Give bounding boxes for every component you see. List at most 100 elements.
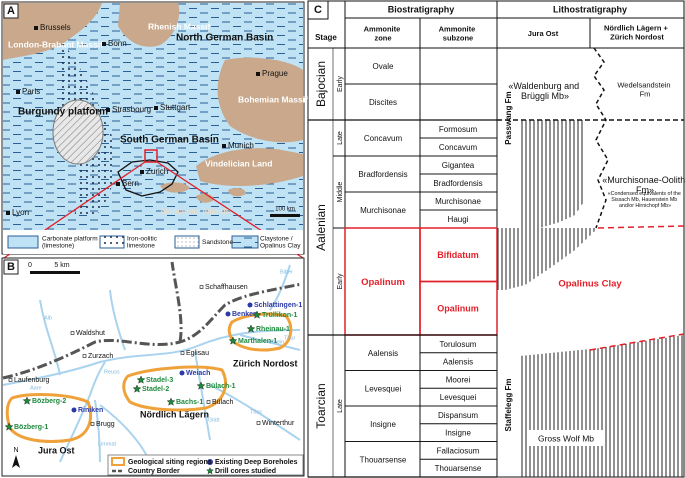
drill-core-marker xyxy=(228,336,238,345)
river-label: Thur xyxy=(284,335,295,341)
place-label: North German Basin xyxy=(176,33,273,44)
town-marker xyxy=(70,331,75,335)
place-label: Bohemian Massif xyxy=(238,94,308,104)
river-label: Alb xyxy=(44,315,52,321)
town-marker xyxy=(199,285,204,289)
subzone-label: Bradfordensis xyxy=(433,179,482,188)
subzone-label: Opalinum xyxy=(437,304,479,314)
legend-label: Drill cores studied xyxy=(215,468,276,475)
place-label: Rhenish Massif xyxy=(148,21,211,31)
place-label: Prague xyxy=(262,69,288,78)
litho-label: Passwang Fm xyxy=(504,91,513,144)
zone-label: Levesquei xyxy=(365,384,402,393)
town-marker xyxy=(206,400,211,404)
zone-label: Ovale xyxy=(373,62,394,71)
city-marker xyxy=(222,144,226,148)
place-label: Zurzach xyxy=(88,353,113,360)
city-marker xyxy=(154,106,158,110)
borehole-marker xyxy=(179,370,185,376)
stage-label: Bajocian xyxy=(314,61,328,107)
panel-b-map xyxy=(1,257,305,477)
zone-label: Concavum xyxy=(364,134,403,143)
place-label: Bachs-1 xyxy=(176,399,203,406)
place-label: Riniken xyxy=(78,407,103,414)
stage-label: Toarcian xyxy=(314,383,328,428)
subzone-label: Levesquei xyxy=(440,393,477,402)
legend-label: Geological siting regions xyxy=(128,459,212,466)
subzone-label: Gigantea xyxy=(442,161,475,170)
zone-label: Thouarsense xyxy=(360,455,407,464)
place-label: Marthalen-1 xyxy=(238,338,277,345)
place-label: Zurich xyxy=(146,167,168,176)
zone-label: Opalinum xyxy=(361,277,405,288)
legend-label: Country Border xyxy=(128,468,180,475)
subzone-label: Fallaciosum xyxy=(437,446,480,455)
zone-label: Discites xyxy=(369,98,397,107)
drill-core-marker xyxy=(136,375,146,384)
litho-label: Staffelegg Fm xyxy=(504,379,513,432)
place-label: Eglisau xyxy=(186,350,209,357)
column-header: Ammonite zone xyxy=(364,25,403,43)
substage-label: Early xyxy=(337,76,344,92)
drill-core-marker xyxy=(4,422,14,431)
place-label: Schaffhausen xyxy=(205,284,248,291)
legend-label: Carbonate platform (limestone) xyxy=(42,235,99,249)
litho-label: Opalinus Clay xyxy=(558,279,622,290)
zone-label: Insigne xyxy=(370,420,396,429)
place-label: Schlattingen-1 xyxy=(254,302,302,309)
substage-label: Early xyxy=(337,273,344,289)
place-label: Strasbourg xyxy=(112,105,151,114)
column-header: Jura Ost xyxy=(528,29,559,38)
drill-core-marker xyxy=(252,310,262,319)
zone-label: Murchisonae xyxy=(360,206,406,215)
town-marker xyxy=(82,354,87,358)
legend-label: Claystone / Opalinus Clay xyxy=(260,235,301,249)
river-label: Glatt xyxy=(208,417,220,423)
subzone-label: Haugi xyxy=(448,215,469,224)
city-marker xyxy=(106,108,110,112)
drill-core-marker xyxy=(246,324,256,333)
river-label: Reuss xyxy=(104,369,120,375)
city-marker xyxy=(116,182,120,186)
subzone-label: Murchisonae xyxy=(435,197,481,206)
place-label: Bülach xyxy=(212,399,234,406)
town-marker xyxy=(256,421,261,425)
city-marker xyxy=(16,90,20,94)
place-label: London-Brabant Massif xyxy=(8,39,103,49)
subzone-label: Thouarsense xyxy=(435,464,482,473)
place-label: Nördlich Lägern xyxy=(140,409,209,419)
city-marker xyxy=(140,170,144,174)
place-label: Trüllikon-1 xyxy=(262,312,298,319)
place-label: Benken xyxy=(232,311,257,318)
place-label: Jura Ost xyxy=(38,445,75,455)
place-label: Winterthur xyxy=(262,420,295,427)
litho-label: Wedelsandstein Fm xyxy=(617,81,672,99)
column-header: Ammonite subzone xyxy=(439,25,478,43)
town-marker xyxy=(90,422,95,426)
place-label: Munich xyxy=(228,141,254,150)
drill-core-marker xyxy=(132,384,142,393)
panel-c-table xyxy=(307,0,685,478)
river-label: Rhein xyxy=(270,339,284,345)
subzone-label: Aalensis xyxy=(443,358,473,367)
drill-core-marker xyxy=(166,397,176,406)
legend-star xyxy=(206,466,214,475)
city-marker xyxy=(6,211,10,215)
city-marker xyxy=(256,72,260,76)
legend-label: Existing Deep Boreholes xyxy=(215,459,298,466)
place-label: Bözberg-1 xyxy=(14,424,48,431)
place-label: Paris xyxy=(22,87,40,96)
town-marker xyxy=(8,378,13,382)
litho-label: «Murchisonae-Oolith Fm» xyxy=(602,175,685,195)
river-label: Aare xyxy=(30,385,42,391)
city-marker xyxy=(34,26,38,30)
subzone-label: Insigne xyxy=(445,429,471,438)
panel-label: A xyxy=(7,5,15,17)
place-label: Alemannic Islands xyxy=(160,207,231,216)
river-label: Töss xyxy=(250,409,262,415)
place-label: Waldshut xyxy=(76,330,105,337)
drill-core-marker xyxy=(196,381,206,390)
panel-a-map xyxy=(1,1,305,259)
subzone-label: Formosum xyxy=(439,125,478,134)
place-label: Brussels xyxy=(40,23,71,32)
